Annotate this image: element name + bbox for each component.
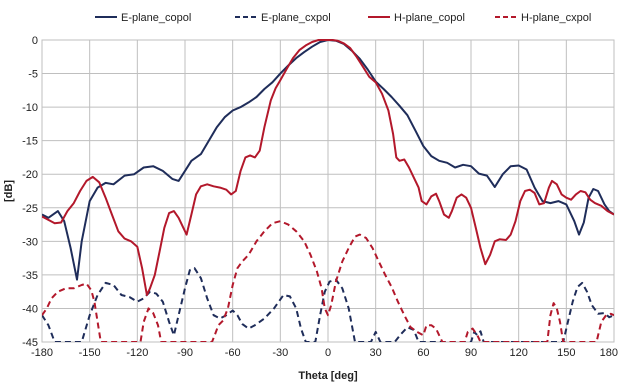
y-tick-label: -30 bbox=[22, 236, 38, 248]
y-tick-label: -45 bbox=[22, 337, 38, 349]
legend-label: E-plane_cxpol bbox=[261, 12, 331, 24]
x-tick-label: 120 bbox=[509, 347, 527, 359]
y-tick-labels: 0 -5 -10 -15 -20 -25 -30 -35 -40 -45 bbox=[22, 35, 38, 349]
x-tick-label: -30 bbox=[272, 347, 288, 359]
x-tick-label: -60 bbox=[225, 347, 241, 359]
x-tick-label: 180 bbox=[600, 347, 618, 359]
y-tick-label: -20 bbox=[22, 169, 38, 181]
y-tick-label: -35 bbox=[22, 270, 38, 282]
legend-label: H-plane_cxpol bbox=[521, 12, 591, 24]
legend: E-plane_copol E-plane_cxpol H-plane_copol H… bbox=[95, 12, 591, 24]
x-tick-label: -90 bbox=[177, 347, 193, 359]
x-tick-label: 150 bbox=[557, 347, 575, 359]
x-tick-label: 90 bbox=[465, 347, 477, 359]
x-tick-label: -150 bbox=[79, 347, 101, 359]
x-tick-label: 30 bbox=[370, 347, 382, 359]
x-tick-label: 0 bbox=[325, 347, 331, 359]
y-tick-label: -15 bbox=[22, 136, 38, 148]
y-tick-label: -25 bbox=[22, 203, 38, 215]
x-tick-label: 60 bbox=[417, 347, 429, 359]
x-tick-label: -120 bbox=[126, 347, 148, 359]
x-tick-labels: -180 -150 -120 -90 -60 -30 0 30 60 90 120 150 180 bbox=[31, 347, 618, 359]
y-tick-label: 0 bbox=[32, 35, 38, 47]
series-lines bbox=[42, 39, 614, 342]
y-tick-label: -10 bbox=[22, 102, 38, 114]
y-tick-label: -5 bbox=[28, 69, 38, 81]
series-line-h-plane-copol bbox=[42, 39, 614, 296]
legend-label: E-plane_copol bbox=[121, 12, 191, 24]
x-axis-label: Theta [deg] bbox=[298, 370, 358, 382]
x-tick-label: -180 bbox=[31, 347, 53, 359]
y-tick-label: -40 bbox=[22, 303, 38, 315]
legend-label: H-plane_copol bbox=[394, 12, 465, 24]
y-axis-label: [dB] bbox=[3, 180, 15, 202]
